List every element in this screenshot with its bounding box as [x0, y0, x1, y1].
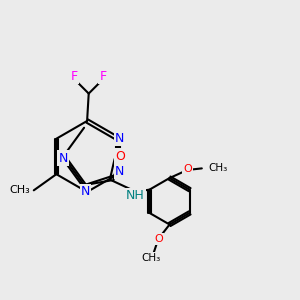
Text: F: F: [100, 70, 107, 83]
Text: NH: NH: [126, 189, 144, 202]
Text: CH₃: CH₃: [141, 254, 160, 263]
Text: CH₃: CH₃: [9, 185, 30, 195]
Text: O: O: [154, 234, 163, 244]
Text: N: N: [115, 165, 124, 178]
Text: CH₃: CH₃: [208, 164, 227, 173]
Text: F: F: [70, 70, 78, 83]
Text: N: N: [81, 185, 90, 198]
Text: N: N: [115, 132, 124, 145]
Text: N: N: [58, 152, 68, 165]
Text: O: O: [115, 150, 125, 163]
Text: O: O: [184, 164, 192, 174]
